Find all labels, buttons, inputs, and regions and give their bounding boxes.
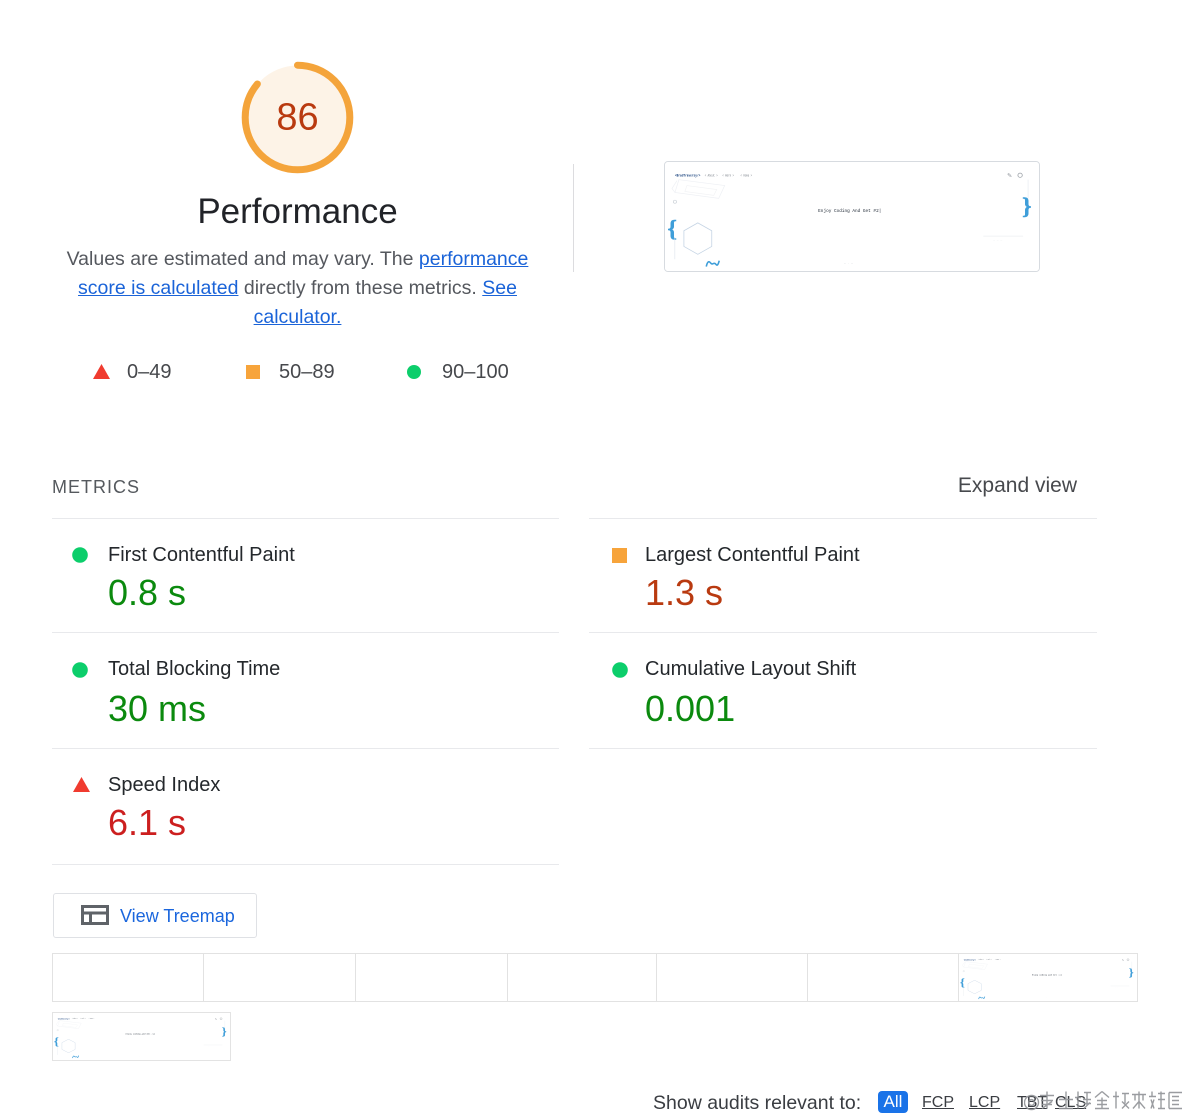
svg-text:86: 86	[276, 97, 318, 139]
